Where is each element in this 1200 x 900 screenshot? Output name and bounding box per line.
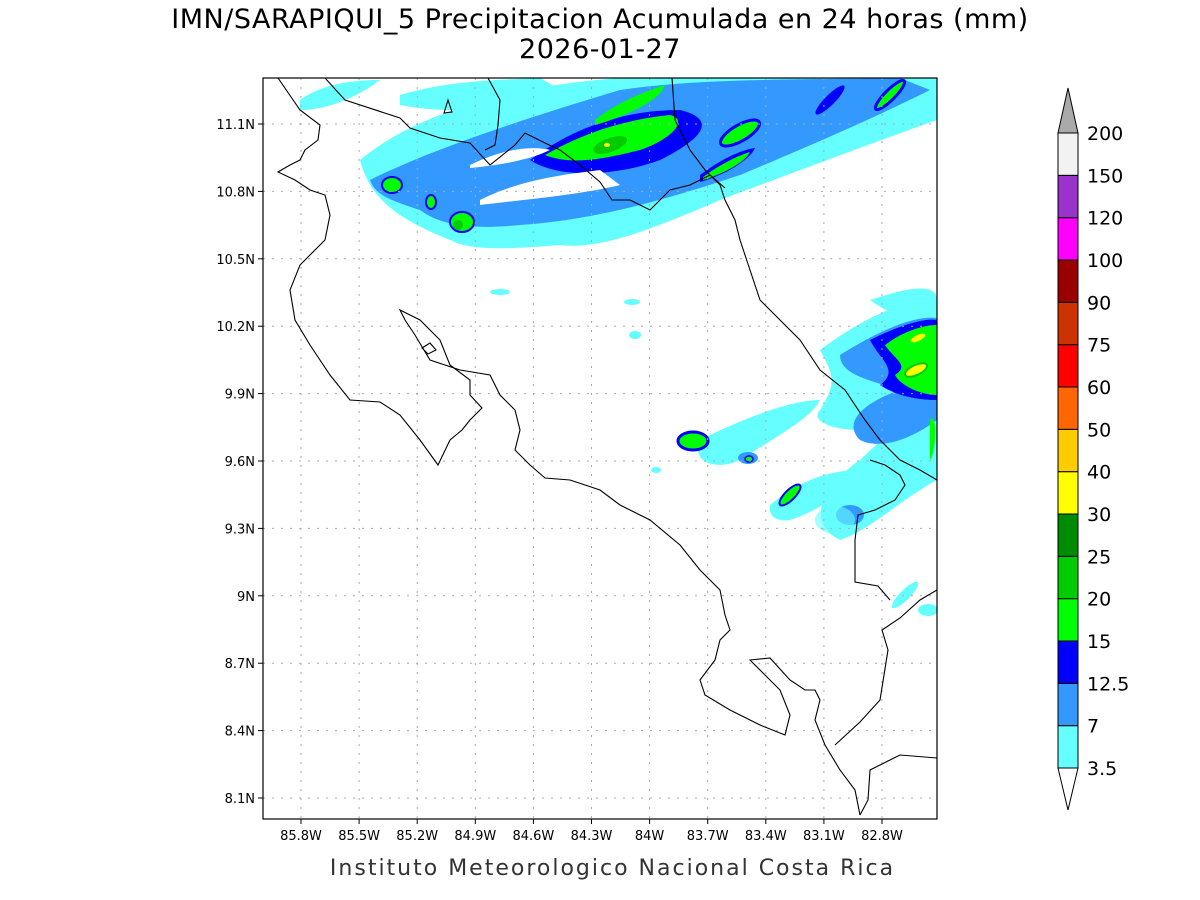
colorbar-label: 120 [1087, 208, 1123, 230]
colorbar-label: 20 [1087, 589, 1111, 611]
lat-tick-label: 10.8N [216, 185, 255, 200]
colorbar-swatch [1057, 513, 1079, 557]
precipitation-field [300, 78, 937, 616]
lat-tick-label: 9.3N [225, 522, 255, 537]
lon-tick-label: 84.9W [454, 829, 496, 844]
colorbar-under-arrow [1057, 767, 1079, 811]
lon-tick-label: 84.3W [571, 829, 613, 844]
chart-title: IMN/SARAPIQUI_5 Precipitacion Acumulada … [171, 4, 1029, 35]
lat-tick-label: 11.1N [216, 118, 255, 133]
lon-tick-label: 83.7W [687, 829, 729, 844]
colorbar-label: 12.5 [1087, 673, 1129, 695]
lat-tick-label: 9.6N [225, 455, 255, 470]
map-frame [262, 77, 938, 820]
colorbar-swatch [1057, 259, 1079, 303]
lat-tick-label: 10.2N [216, 320, 255, 335]
colorbar-label: 100 [1087, 250, 1123, 272]
rain-band-east [490, 289, 937, 616]
colorbar-swatch [1057, 301, 1079, 346]
colorbar-label: 150 [1087, 165, 1123, 187]
colorbar-label: 15 [1087, 631, 1111, 653]
lon-tick-label: 84W [635, 829, 665, 844]
lon-tick-label: 85.2W [396, 829, 438, 844]
colorbar-swatch [1057, 555, 1079, 600]
colorbar-label: 200 [1087, 123, 1123, 145]
colorbar-swatch [1057, 386, 1079, 430]
colorbar-swatch [1057, 344, 1079, 388]
colorbar-label: 40 [1087, 462, 1111, 484]
colorbar-label: 3.5 [1087, 758, 1117, 780]
lon-tick-label: 82.8W [861, 829, 903, 844]
colorbar-swatch [1057, 640, 1079, 684]
island [421, 342, 437, 355]
caribbean-coastline [671, 78, 937, 481]
lat-tick-label: 10.5N [216, 253, 255, 268]
colorbar-label: 30 [1087, 504, 1111, 526]
lat-tick-labels: 11.1N 10.8N 10.5N 10.2N 9.9N 9.6N 9.3N 9N 8.7N 8.… [216, 118, 255, 807]
panama-border [854, 459, 906, 601]
lat-tick-label: 9.9N [225, 388, 255, 403]
lon-tick-label: 83.1W [803, 829, 845, 844]
colorbar-swatch [1057, 217, 1079, 261]
colorbar-swatch [1057, 682, 1079, 727]
colorbar-swatch [1057, 132, 1079, 176]
rain-band-north [300, 78, 937, 330]
lake-nicaragua-shore [484, 78, 501, 151]
lat-tick-label: 8.7N [225, 657, 255, 672]
colorbar-swatch [1057, 471, 1079, 515]
lon-tick-label: 85.8W [280, 829, 322, 844]
colorbar-swatch [1057, 598, 1079, 642]
colorbar-label: 7 [1087, 716, 1099, 738]
lon-tick-label: 83.4W [745, 829, 787, 844]
lat-tick-label: 9N [237, 590, 255, 605]
colorbar-label: 50 [1087, 419, 1111, 441]
colorbar-swatch [1057, 725, 1079, 769]
colorbar: 3.5 7 12.5 15 20 25 30 40 50 60 75 90 100 120 150 200 [1057, 87, 1129, 811]
graticule [258, 78, 937, 824]
chart-date: 2026-01-27 [519, 34, 681, 65]
colorbar-swatch [1057, 174, 1079, 219]
colorbar-label: 90 [1087, 292, 1111, 314]
panama-south-coast [859, 754, 937, 816]
pacific-coastline [276, 78, 861, 816]
lon-tick-labels: 85.8W 85.5W 85.2W 84.9W 84.6W 84.3W 84W 83.7W 83… [280, 829, 903, 844]
panama-coastline [834, 589, 937, 746]
colorbar-swatch [1057, 428, 1079, 473]
colorbar-label: 25 [1087, 546, 1111, 568]
lon-tick-label: 85.5W [338, 829, 380, 844]
lat-tick-label: 8.1N [225, 792, 255, 807]
colorbar-label: 60 [1087, 377, 1111, 399]
island-small [443, 98, 453, 114]
nicaragua-border [324, 78, 726, 211]
colorbar-label: 75 [1087, 335, 1111, 357]
lat-tick-label: 8.4N [225, 725, 255, 740]
footer-credit: Instituto Meteorologico Nacional Costa R… [329, 856, 896, 881]
lon-tick-label: 84.6W [512, 829, 554, 844]
coastlines [276, 78, 937, 816]
colorbar-over-arrow [1057, 87, 1079, 134]
